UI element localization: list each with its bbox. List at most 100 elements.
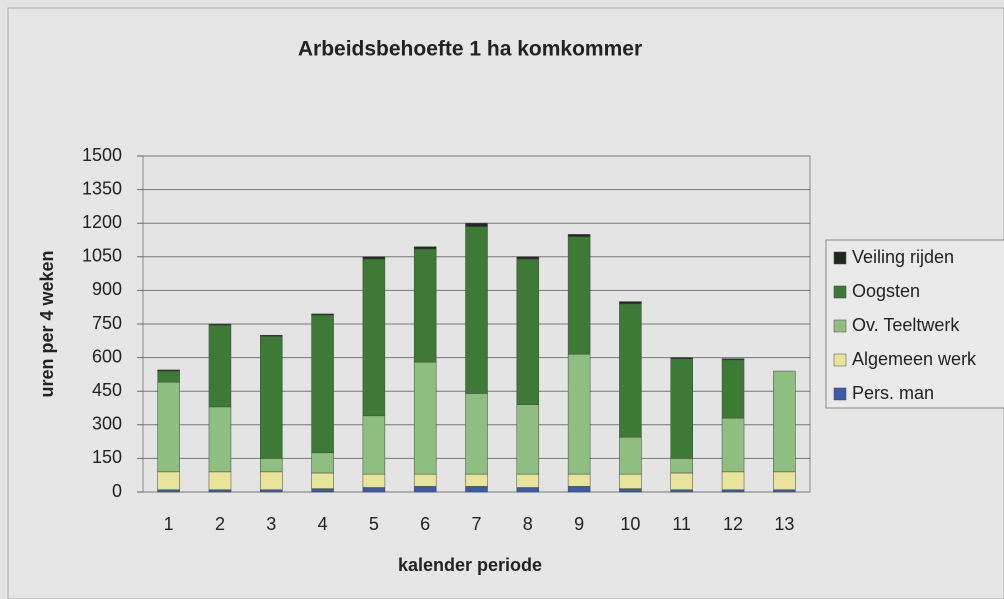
legend-swatch xyxy=(833,319,847,333)
bar-segment xyxy=(619,473,642,489)
bar-segment xyxy=(311,452,334,474)
x-tick-label: 2 xyxy=(215,514,225,534)
bar-segment xyxy=(362,473,386,488)
x-tick-label: 4 xyxy=(318,514,328,534)
y-tick-label: 1350 xyxy=(82,178,122,198)
bar-segment xyxy=(260,471,283,491)
legend-label: Veiling rijden xyxy=(852,247,954,267)
bar-segment xyxy=(260,489,283,493)
y-axis-label: uren per 4 weken xyxy=(37,250,57,397)
bar-segment xyxy=(157,489,180,493)
y-tick-label: 1500 xyxy=(82,145,122,165)
bar-segment xyxy=(773,471,796,491)
legend-label: Oogsten xyxy=(852,281,920,301)
bar-segment xyxy=(260,334,283,337)
bar-segment xyxy=(516,258,540,405)
y-tick-label: 150 xyxy=(92,447,122,467)
bar-segment xyxy=(567,353,591,475)
x-tick-label: 1 xyxy=(164,514,174,534)
bar-segment xyxy=(619,303,642,438)
bar-segment xyxy=(208,489,232,493)
legend-label: Algemeen werk xyxy=(852,349,977,369)
bar-segment xyxy=(413,473,437,487)
bar-segment xyxy=(208,323,232,326)
bar-segment xyxy=(157,370,180,383)
bar-segment xyxy=(721,489,745,493)
bar-segment xyxy=(311,488,334,493)
y-tick-label: 450 xyxy=(92,380,122,400)
legend-label: Ov. Teeltwerk xyxy=(852,315,960,335)
bar-segment xyxy=(465,473,488,487)
bar-segment xyxy=(260,458,283,473)
y-tick-label: 1200 xyxy=(82,212,122,232)
legend xyxy=(825,239,1004,409)
y-tick-label: 900 xyxy=(92,279,122,299)
x-tick-label: 3 xyxy=(266,514,276,534)
bar-segment xyxy=(208,324,232,408)
bar-segment xyxy=(311,313,334,316)
bar-segment xyxy=(567,234,591,237)
bar-segment xyxy=(670,472,693,491)
bar-segment xyxy=(362,258,386,417)
bar-segment xyxy=(516,256,540,260)
x-tick-label: 6 xyxy=(420,514,430,534)
bar-segment xyxy=(773,370,796,473)
bar-segment xyxy=(721,471,745,491)
x-tick-label: 9 xyxy=(574,514,584,534)
y-tick-label: 1050 xyxy=(82,246,122,266)
bar-segment xyxy=(208,406,232,473)
y-tick-label: 300 xyxy=(92,414,122,434)
x-tick-label: 12 xyxy=(723,514,743,534)
bar-segment xyxy=(311,472,334,489)
bar-segment xyxy=(516,473,540,488)
x-axis-label: kalender periode xyxy=(398,555,542,575)
bar-segment xyxy=(465,222,488,227)
bar-segment xyxy=(721,359,745,419)
legend-swatch xyxy=(833,285,847,299)
chart-title: Arbeidsbehoefte 1 ha komkommer xyxy=(298,38,642,61)
bar-segment xyxy=(208,471,232,491)
bar-segment xyxy=(516,487,540,493)
x-tick-label: 10 xyxy=(620,514,640,534)
bar-segment xyxy=(619,488,642,493)
bar-segment xyxy=(567,486,591,493)
bar-segment xyxy=(516,404,540,475)
bar-segment xyxy=(721,417,745,473)
bar-segment xyxy=(413,486,437,493)
bar-segment xyxy=(413,246,437,250)
bar-segment xyxy=(773,489,796,493)
x-tick-label: 11 xyxy=(672,514,691,534)
legend-swatch xyxy=(833,251,847,265)
bar-segment xyxy=(721,358,745,361)
bar-segment xyxy=(362,256,386,260)
y-tick-label: 600 xyxy=(92,346,122,366)
bar-segment xyxy=(465,486,488,493)
bar-segment xyxy=(413,361,437,475)
legend-swatch xyxy=(833,353,847,367)
bar-segment xyxy=(670,489,693,493)
x-tick-label: 13 xyxy=(774,514,794,534)
y-tick-label: 0 xyxy=(112,481,122,501)
bar-segment xyxy=(670,357,693,359)
bar-segment xyxy=(362,487,386,493)
x-tick-label: 7 xyxy=(471,514,481,534)
x-tick-label: 5 xyxy=(369,514,379,534)
bar-segment xyxy=(465,226,488,394)
bar-segment xyxy=(619,301,642,305)
bar-segment xyxy=(619,436,642,475)
bar-segment xyxy=(413,248,437,363)
bar-segment xyxy=(157,381,180,473)
bar-segment xyxy=(670,458,693,474)
y-tick-label: 750 xyxy=(92,313,122,333)
bar-segment xyxy=(311,314,334,454)
legend-swatch xyxy=(833,387,847,401)
bar-segment xyxy=(567,473,591,487)
bar-segment xyxy=(670,358,693,459)
bar-segment xyxy=(157,369,180,372)
bar-segment xyxy=(260,336,283,459)
bar-segment xyxy=(157,471,180,491)
bar-segment xyxy=(362,415,386,475)
x-tick-label: 8 xyxy=(523,514,533,534)
